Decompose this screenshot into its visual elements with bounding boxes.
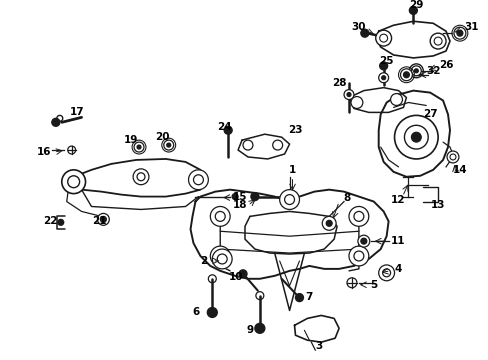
Circle shape	[97, 213, 109, 225]
Circle shape	[134, 142, 143, 152]
Circle shape	[232, 194, 238, 199]
Text: 30: 30	[351, 22, 366, 32]
Circle shape	[410, 132, 421, 142]
Text: 21: 21	[92, 216, 106, 226]
Text: 3: 3	[315, 341, 322, 351]
Circle shape	[350, 96, 362, 108]
Text: 28: 28	[331, 78, 346, 88]
Circle shape	[378, 73, 388, 83]
Circle shape	[212, 249, 232, 269]
Text: 19: 19	[123, 135, 138, 145]
Text: 10: 10	[228, 272, 243, 282]
Text: 9: 9	[246, 325, 253, 335]
Circle shape	[404, 125, 427, 149]
Text: 18: 18	[232, 201, 247, 211]
Circle shape	[400, 69, 411, 81]
Circle shape	[61, 170, 85, 194]
Circle shape	[360, 238, 366, 244]
Circle shape	[410, 66, 421, 76]
Text: 27: 27	[422, 109, 437, 120]
Text: 2: 2	[200, 256, 206, 266]
Text: 4: 4	[394, 264, 401, 274]
Text: 6: 6	[192, 307, 200, 318]
Circle shape	[394, 115, 437, 159]
Circle shape	[379, 62, 387, 70]
Circle shape	[224, 126, 232, 134]
Circle shape	[279, 190, 299, 210]
Circle shape	[210, 246, 230, 266]
Circle shape	[348, 246, 368, 266]
Circle shape	[403, 72, 408, 78]
Circle shape	[413, 69, 417, 73]
Text: 25: 25	[379, 56, 393, 66]
Text: 26: 26	[438, 60, 452, 70]
Text: 14: 14	[452, 165, 466, 175]
Circle shape	[375, 30, 391, 46]
Text: 11: 11	[390, 236, 405, 246]
Circle shape	[453, 27, 465, 39]
Circle shape	[243, 140, 252, 150]
Circle shape	[58, 219, 63, 225]
Circle shape	[295, 294, 303, 302]
Circle shape	[456, 30, 462, 36]
Text: 29: 29	[408, 0, 423, 10]
Text: 17: 17	[69, 107, 84, 117]
Circle shape	[357, 235, 369, 247]
Circle shape	[408, 6, 416, 14]
Text: 7: 7	[305, 292, 312, 302]
Text: 24: 24	[217, 122, 231, 132]
Circle shape	[360, 29, 368, 37]
Circle shape	[239, 270, 246, 278]
Circle shape	[137, 145, 141, 149]
Text: 15: 15	[232, 192, 247, 202]
Circle shape	[378, 265, 394, 281]
Circle shape	[207, 307, 217, 318]
Circle shape	[325, 220, 331, 226]
Text: 22: 22	[42, 216, 57, 226]
Circle shape	[100, 216, 106, 222]
Text: 32: 32	[425, 66, 440, 76]
Circle shape	[166, 143, 170, 147]
Text: 20: 20	[155, 132, 170, 142]
Circle shape	[52, 118, 60, 126]
Circle shape	[250, 193, 258, 201]
Circle shape	[254, 323, 264, 333]
Circle shape	[272, 140, 282, 150]
Circle shape	[429, 33, 445, 49]
Text: 31: 31	[464, 22, 478, 32]
Circle shape	[348, 207, 368, 226]
Circle shape	[390, 94, 402, 105]
Text: 1: 1	[288, 165, 296, 175]
Circle shape	[344, 90, 353, 99]
Circle shape	[210, 207, 230, 226]
Text: 12: 12	[390, 194, 405, 204]
Circle shape	[163, 140, 173, 150]
Circle shape	[133, 169, 149, 185]
Text: 5: 5	[369, 280, 377, 290]
Circle shape	[188, 170, 208, 190]
Text: 16: 16	[37, 147, 51, 157]
Circle shape	[346, 93, 350, 96]
Text: 8: 8	[343, 193, 350, 203]
Circle shape	[322, 216, 335, 230]
Circle shape	[446, 151, 458, 163]
Circle shape	[381, 76, 385, 80]
Text: 23: 23	[287, 125, 302, 135]
Text: 13: 13	[430, 201, 445, 211]
